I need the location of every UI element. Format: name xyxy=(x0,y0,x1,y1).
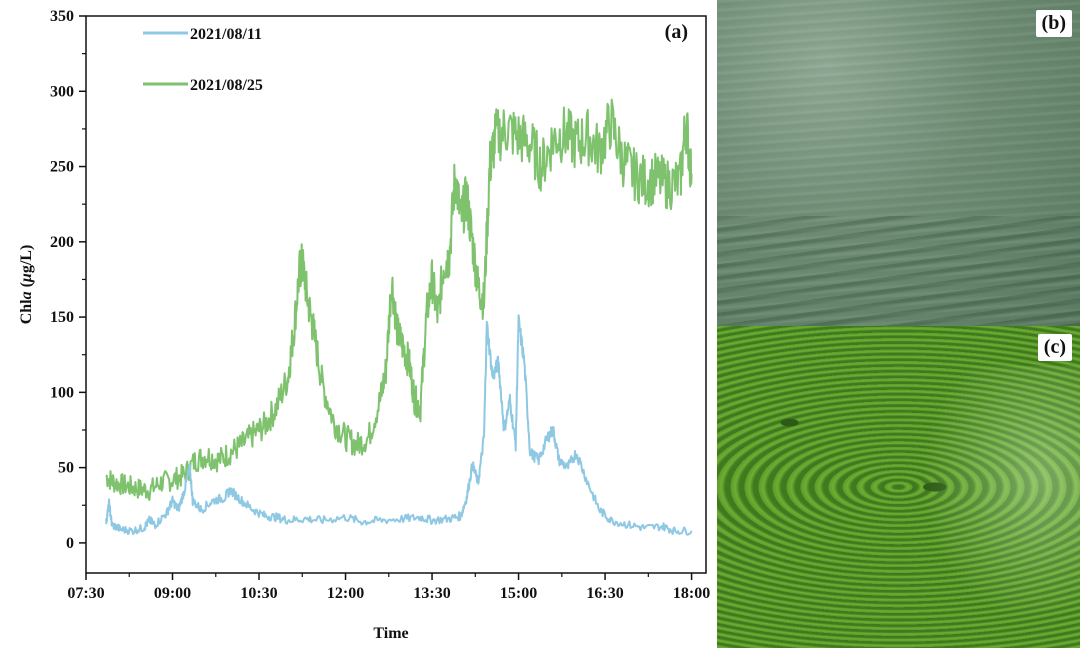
y-tick-label: 100 xyxy=(50,384,74,401)
y-axis-title: Chla (μg/L) xyxy=(18,245,35,325)
x-tick-label: 16:30 xyxy=(586,585,623,602)
x-tick-label: 09:00 xyxy=(154,585,191,602)
x-tick-label: 18:00 xyxy=(673,585,710,602)
legend-label-1: 2021/08/11 xyxy=(190,26,262,43)
y-tick-label: 0 xyxy=(66,535,74,552)
series-line-2 xyxy=(105,98,693,501)
y-tick-label: 150 xyxy=(50,309,74,326)
x-axis-title: Time xyxy=(373,625,408,642)
photo-algal-bloom-c: (c) xyxy=(717,326,1080,648)
panel-label-b: (b) xyxy=(1035,10,1072,37)
y-tick-label: 250 xyxy=(50,159,74,176)
x-tick-label: 10:30 xyxy=(240,585,277,602)
y-tick-label: 200 xyxy=(50,234,74,251)
x-tick-label: 12:00 xyxy=(327,585,364,602)
series-line-1 xyxy=(105,314,693,536)
panel-label-c: (c) xyxy=(1037,334,1072,361)
y-tick-label: 50 xyxy=(58,460,74,477)
x-tick-label: 07:30 xyxy=(67,585,104,602)
photo-water-surface-b: (b) xyxy=(717,0,1080,326)
y-tick-label: 350 xyxy=(50,8,74,25)
y-tick-label: 300 xyxy=(50,83,74,100)
x-tick-label: 15:00 xyxy=(500,585,537,602)
legend-label-2: 2021/08/25 xyxy=(190,77,263,94)
plot-frame xyxy=(85,15,707,574)
panel-label-a: (a) xyxy=(665,21,688,43)
x-tick-label: 13:30 xyxy=(413,585,450,602)
